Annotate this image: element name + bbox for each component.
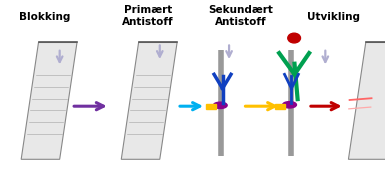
Text: Primært
Antistoff: Primært Antistoff bbox=[122, 5, 174, 27]
Text: Blokking: Blokking bbox=[18, 12, 70, 22]
Text: Sekundært
Antistoff: Sekundært Antistoff bbox=[208, 5, 273, 27]
Circle shape bbox=[213, 102, 227, 109]
Polygon shape bbox=[21, 42, 77, 159]
Polygon shape bbox=[348, 42, 385, 159]
Circle shape bbox=[283, 102, 296, 108]
Ellipse shape bbox=[288, 33, 300, 43]
Polygon shape bbox=[121, 42, 177, 159]
Text: Utvikling: Utvikling bbox=[306, 12, 360, 22]
